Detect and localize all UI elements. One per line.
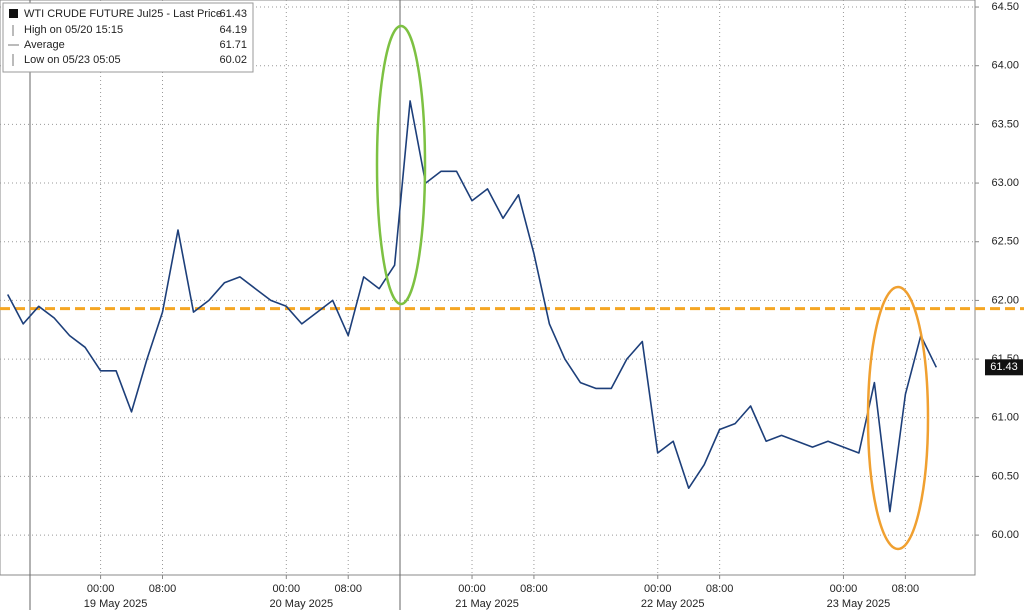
x-tick-label: 00:00 [87,583,115,595]
y-tick-label: 61.00 [991,412,1019,424]
x-tick-label: 08:00 [706,583,734,595]
legend-box [2,2,254,73]
legend-label: Low on 05/23 05:05 [24,54,121,66]
date-label: 22 May 2025 [641,598,705,610]
y-tick-label: 62.00 [991,294,1019,306]
legend: WTI CRUDE FUTURE Jul25 - Last Price 61.4… [2,2,254,73]
legend-title: WTI CRUDE FUTURE Jul25 - Last Price [24,8,222,20]
legend-value: 61.43 [219,8,247,20]
x-tick-label: 00:00 [273,583,301,595]
x-tick-label: 08:00 [520,583,548,595]
x-tick-label: 08:00 [892,583,920,595]
legend-value: 64.19 [219,24,247,36]
legend-label: High on 05/20 15:15 [24,24,123,36]
x-tick-label: 00:00 [830,583,858,595]
x-tick-label: 08:00 [149,583,177,595]
highlight-ellipse [375,24,427,306]
y-tick-label: 64.00 [991,60,1019,72]
y-tick-label: 64.50 [991,1,1019,13]
y-tick-label: 60.00 [991,529,1019,541]
date-label: 19 May 2025 [84,598,148,610]
date-label: 23 May 2025 [827,598,891,610]
price-line [6,100,938,513]
y-tick-label: 63.00 [991,177,1019,189]
legend-label: Average [24,39,65,51]
x-tick-label: 00:00 [644,583,672,595]
legend-value: 60.02 [219,54,247,66]
last-price-label: 61.43 [990,361,1018,373]
y-tick-label: 60.50 [991,470,1019,482]
legend-value: 61.71 [219,39,247,51]
legend-swatch [9,9,18,18]
last-price-box [985,359,1023,376]
y-tick-label: 63.50 [991,118,1019,130]
x-tick-label: 00:00 [458,583,486,595]
date-label: 20 May 2025 [270,598,334,610]
plot-area [0,0,976,576]
date-label: 21 May 2025 [455,598,519,610]
highlight-ellipse [866,285,930,551]
y-tick-label: 62.50 [991,236,1019,248]
x-tick-label: 08:00 [334,583,362,595]
